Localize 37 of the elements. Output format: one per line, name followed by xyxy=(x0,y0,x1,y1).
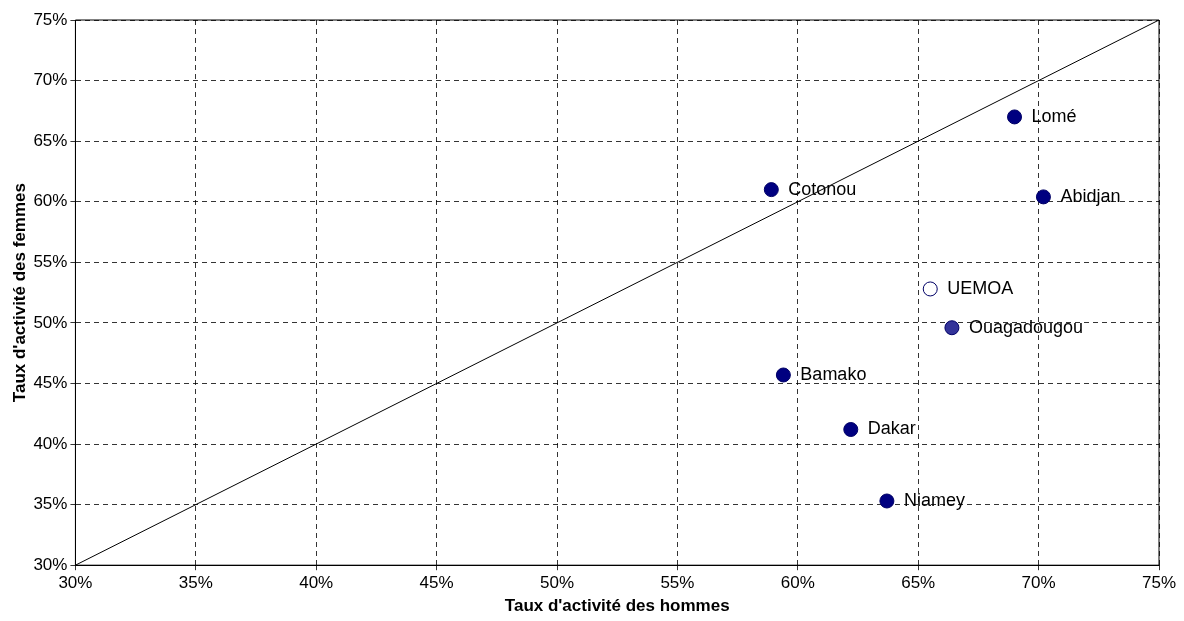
x-tick-label: 45% xyxy=(419,573,454,593)
point xyxy=(1007,109,1023,125)
point xyxy=(944,320,960,336)
point xyxy=(922,281,938,297)
x-tick-label: 55% xyxy=(660,573,695,593)
point xyxy=(843,422,859,438)
y-tick-label: 65% xyxy=(33,130,68,150)
point xyxy=(775,367,791,383)
series-label: Dakar xyxy=(867,418,916,439)
y-tick-label: 35% xyxy=(33,494,68,514)
x-tick-label: 60% xyxy=(780,573,815,593)
point xyxy=(879,493,895,509)
series-label: UEMOA xyxy=(947,277,1014,298)
x-tick-label: 30% xyxy=(58,573,93,593)
y-tick-label: 50% xyxy=(33,312,68,332)
y-tick-label: 70% xyxy=(33,70,68,90)
series-label: Abidjan xyxy=(1060,185,1121,206)
y-tick-label: 75% xyxy=(33,9,68,29)
series-label: Ouagadougou xyxy=(968,316,1084,337)
x-tick-label: 65% xyxy=(901,573,936,593)
x-tick-label: 75% xyxy=(1141,573,1177,593)
y-tick-label: 30% xyxy=(33,554,68,574)
y-tick-label: 55% xyxy=(33,252,68,271)
x-axis-title: Taux d'activité des hommes xyxy=(504,596,730,616)
x-tick-label: 40% xyxy=(299,573,334,593)
y-axis-title: Taux d'activité des femmes xyxy=(9,183,29,403)
point xyxy=(763,182,779,198)
y-tick-label: 40% xyxy=(33,433,68,453)
y-tick-label: 45% xyxy=(33,373,68,393)
point xyxy=(1035,189,1051,205)
series-label: Bamako xyxy=(800,363,867,384)
x-tick-label: 50% xyxy=(540,573,575,593)
series-label: Niamey xyxy=(903,489,965,510)
series-label: Lomé xyxy=(1031,105,1077,126)
x-tick-label: 70% xyxy=(1021,573,1056,593)
x-tick-label: 35% xyxy=(178,573,213,593)
y-tick-label: 60% xyxy=(33,191,68,211)
